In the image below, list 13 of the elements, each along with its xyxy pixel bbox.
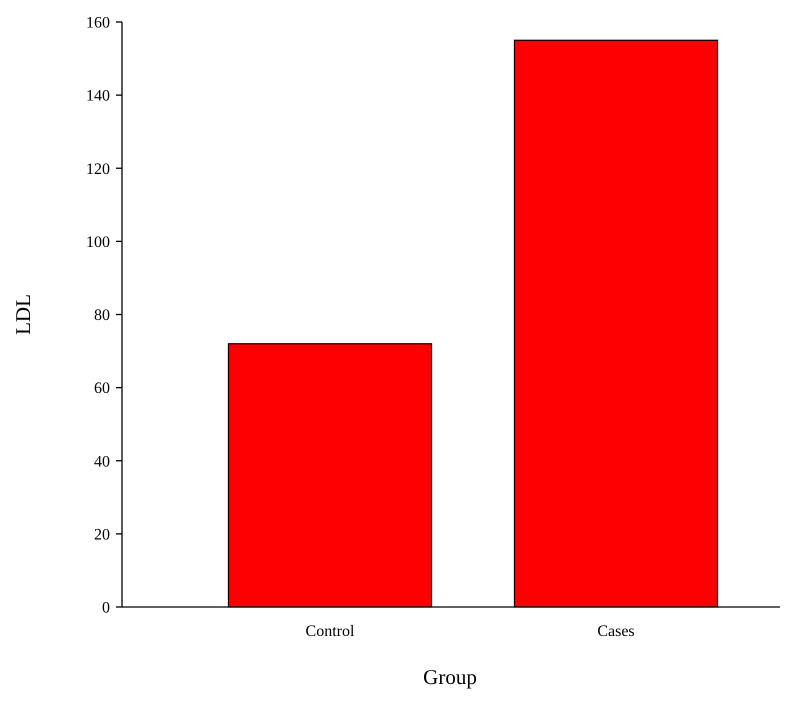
y-tick-label: 80 <box>94 307 110 324</box>
y-tick-label: 160 <box>86 14 110 32</box>
x-axis-title: Group <box>423 665 477 689</box>
y-tick-label: 120 <box>86 160 110 178</box>
y-tick-label: 20 <box>94 526 110 544</box>
y-axis-title: LDL <box>11 294 35 335</box>
y-tick-label: 0 <box>102 600 110 617</box>
y-tick-label: 60 <box>94 380 110 398</box>
y-tick-label: 100 <box>86 234 110 251</box>
y-tick-label: 40 <box>94 453 110 470</box>
x-tick-label: Cases <box>597 623 635 640</box>
x-tick-label: Control <box>306 623 355 640</box>
y-tick-label: 140 <box>86 88 110 105</box>
